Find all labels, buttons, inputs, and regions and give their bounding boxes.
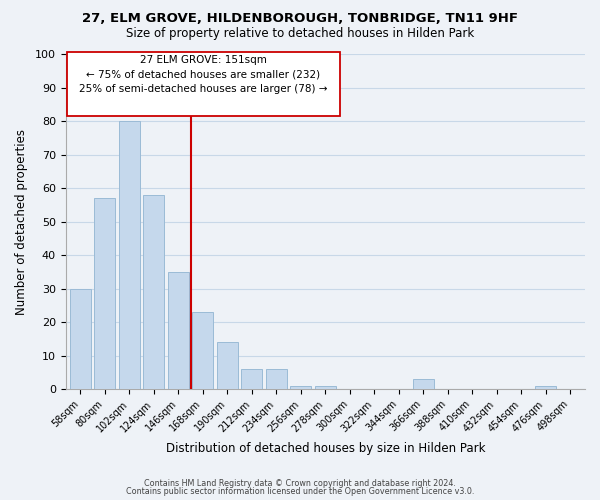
Bar: [94, 198, 115, 389]
Text: Contains HM Land Registry data © Crown copyright and database right 2024.: Contains HM Land Registry data © Crown c…: [144, 478, 456, 488]
Bar: [315, 386, 336, 389]
Y-axis label: Number of detached properties: Number of detached properties: [15, 128, 28, 314]
Text: 27 ELM GROVE: 151sqm
← 75% of detached houses are smaller (232)
25% of semi-deta: 27 ELM GROVE: 151sqm ← 75% of detached h…: [79, 55, 328, 94]
X-axis label: Distribution of detached houses by size in Hilden Park: Distribution of detached houses by size …: [166, 442, 485, 455]
Text: Size of property relative to detached houses in Hilden Park: Size of property relative to detached ho…: [126, 28, 474, 40]
Text: 27, ELM GROVE, HILDENBOROUGH, TONBRIDGE, TN11 9HF: 27, ELM GROVE, HILDENBOROUGH, TONBRIDGE,…: [82, 12, 518, 26]
Bar: [70, 288, 91, 389]
Bar: [119, 121, 140, 389]
Bar: [413, 379, 434, 389]
Bar: [143, 194, 164, 389]
Bar: [266, 369, 287, 389]
Bar: [193, 312, 213, 389]
Text: Contains public sector information licensed under the Open Government Licence v3: Contains public sector information licen…: [126, 487, 474, 496]
Bar: [241, 369, 262, 389]
Bar: [290, 386, 311, 389]
Bar: [217, 342, 238, 389]
Bar: [535, 386, 556, 389]
Bar: [168, 272, 189, 389]
FancyBboxPatch shape: [67, 52, 340, 116]
